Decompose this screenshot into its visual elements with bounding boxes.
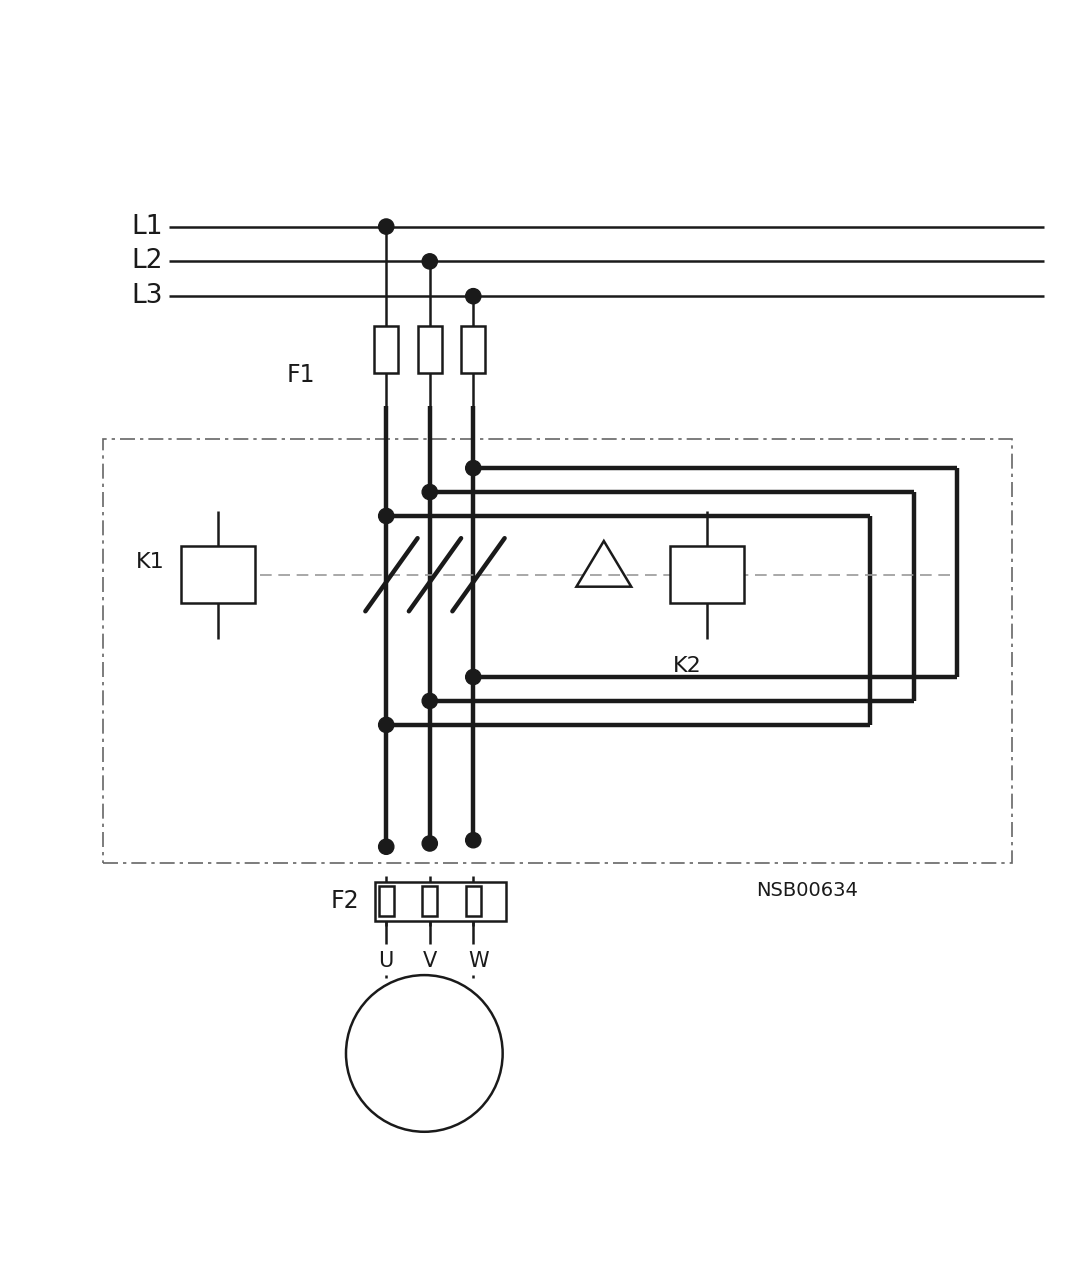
Text: L2: L2 (132, 248, 163, 274)
Circle shape (422, 484, 437, 499)
Circle shape (466, 288, 481, 303)
Circle shape (422, 253, 437, 269)
Bar (418, 325, 442, 374)
Text: M: M (410, 1015, 438, 1043)
Text: 3~: 3~ (409, 1068, 440, 1088)
Circle shape (466, 832, 481, 847)
Circle shape (379, 717, 394, 732)
Text: F1: F1 (287, 364, 316, 387)
Bar (422, 886, 437, 916)
Bar (461, 325, 485, 374)
Bar (466, 886, 481, 916)
Text: W: W (469, 951, 489, 972)
Circle shape (466, 461, 481, 476)
Text: L3: L3 (132, 283, 163, 310)
Bar (181, 547, 255, 603)
Bar (374, 325, 398, 374)
Text: F2: F2 (331, 890, 359, 913)
Circle shape (422, 836, 437, 851)
Circle shape (379, 219, 394, 234)
Bar (379, 886, 394, 916)
Text: U: U (379, 951, 394, 972)
Circle shape (422, 694, 437, 709)
Text: V: V (422, 951, 437, 972)
Bar (375, 882, 506, 920)
Circle shape (379, 508, 394, 524)
Bar (670, 547, 744, 603)
Circle shape (346, 975, 503, 1132)
Text: L1: L1 (132, 214, 163, 239)
Text: K1: K1 (136, 552, 164, 572)
Circle shape (379, 840, 394, 854)
Circle shape (466, 669, 481, 685)
Text: NSB00634: NSB00634 (756, 881, 858, 900)
Text: K2: K2 (672, 657, 701, 676)
Bar (103, 439, 1012, 863)
